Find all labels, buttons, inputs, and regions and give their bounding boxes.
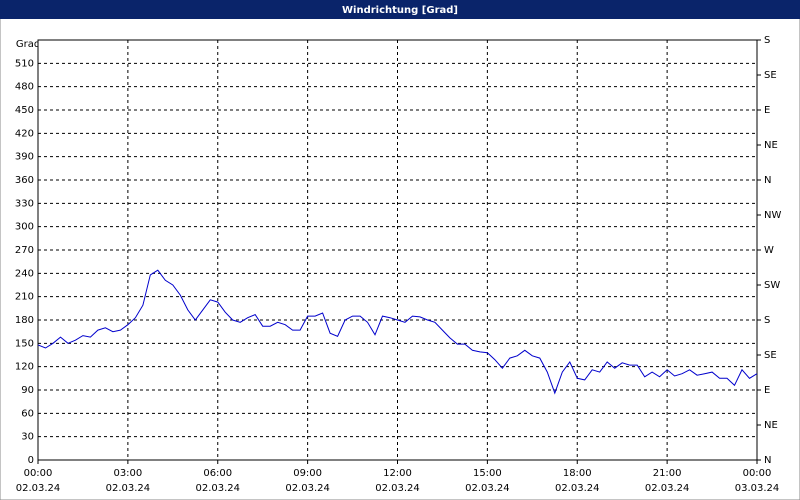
y-tick-label: 450 (15, 105, 34, 116)
x-tick-label: 00:00 (24, 468, 53, 479)
y-tick-label: 360 (15, 175, 34, 186)
y-tick-label: 300 (15, 222, 34, 233)
y-tick-label: 210 (15, 292, 34, 303)
x-tick-label: 12:00 (383, 468, 412, 479)
x-tick-date: 02.03.24 (645, 483, 690, 494)
x-tick-label: 18:00 (563, 468, 592, 479)
y-tick-label: 120 (15, 362, 34, 373)
x-tick-label: 15:00 (473, 468, 502, 479)
y-tick-label: 510 (15, 58, 34, 69)
x-tick-label: 06:00 (203, 468, 232, 479)
y2-tick-label: N (764, 455, 771, 466)
x-tick-label: 00:00 (743, 468, 772, 479)
y2-tick-label: SE (764, 70, 777, 81)
y2-tick-label: S (764, 35, 770, 46)
y-tick-label: 30 (21, 432, 34, 443)
y-tick-label: 0 (28, 455, 34, 466)
y-tick-label: 60 (21, 408, 34, 419)
y-tick-label: 240 (15, 268, 34, 279)
x-tick-date: 02.03.24 (375, 483, 420, 494)
x-tick-label: 09:00 (293, 468, 322, 479)
x-tick-label: 03:00 (113, 468, 142, 479)
y-tick-label: 90 (21, 385, 34, 396)
x-tick-date: 03.03.24 (735, 483, 780, 494)
y-tick-label: 420 (15, 128, 34, 139)
y-tick-label: 480 (15, 82, 34, 93)
y2-tick-label: E (764, 385, 770, 396)
y2-tick-label: S (764, 315, 770, 326)
chart-title: Windrichtung [Grad] (342, 5, 458, 16)
y-tick-label: 330 (15, 198, 34, 209)
y2-tick-label: NE (764, 420, 778, 431)
y2-tick-label: NE (764, 140, 778, 151)
y2-tick-label: SE (764, 350, 777, 361)
x-tick-label: 21:00 (653, 468, 682, 479)
x-tick-date: 02.03.24 (16, 483, 61, 494)
x-tick-date: 02.03.24 (106, 483, 151, 494)
x-tick-date: 02.03.24 (195, 483, 240, 494)
x-tick-date: 02.03.24 (555, 483, 600, 494)
x-tick-date: 02.03.24 (285, 483, 330, 494)
y2-tick-label: N (764, 175, 771, 186)
y-tick-label: 270 (15, 245, 34, 256)
y2-tick-label: W (764, 245, 774, 256)
y2-tick-label: E (764, 105, 770, 116)
y-tick-label: 150 (15, 338, 34, 349)
y2-tick-label: SW (764, 280, 780, 291)
y2-tick-label: NW (764, 210, 781, 221)
x-tick-date: 02.03.24 (465, 483, 510, 494)
title-bar (0, 0, 800, 19)
y-axis-label: Grad (16, 39, 40, 50)
data-line (37, 269, 758, 395)
y-tick-label: 180 (15, 315, 34, 326)
y-tick-label: 390 (15, 152, 34, 163)
